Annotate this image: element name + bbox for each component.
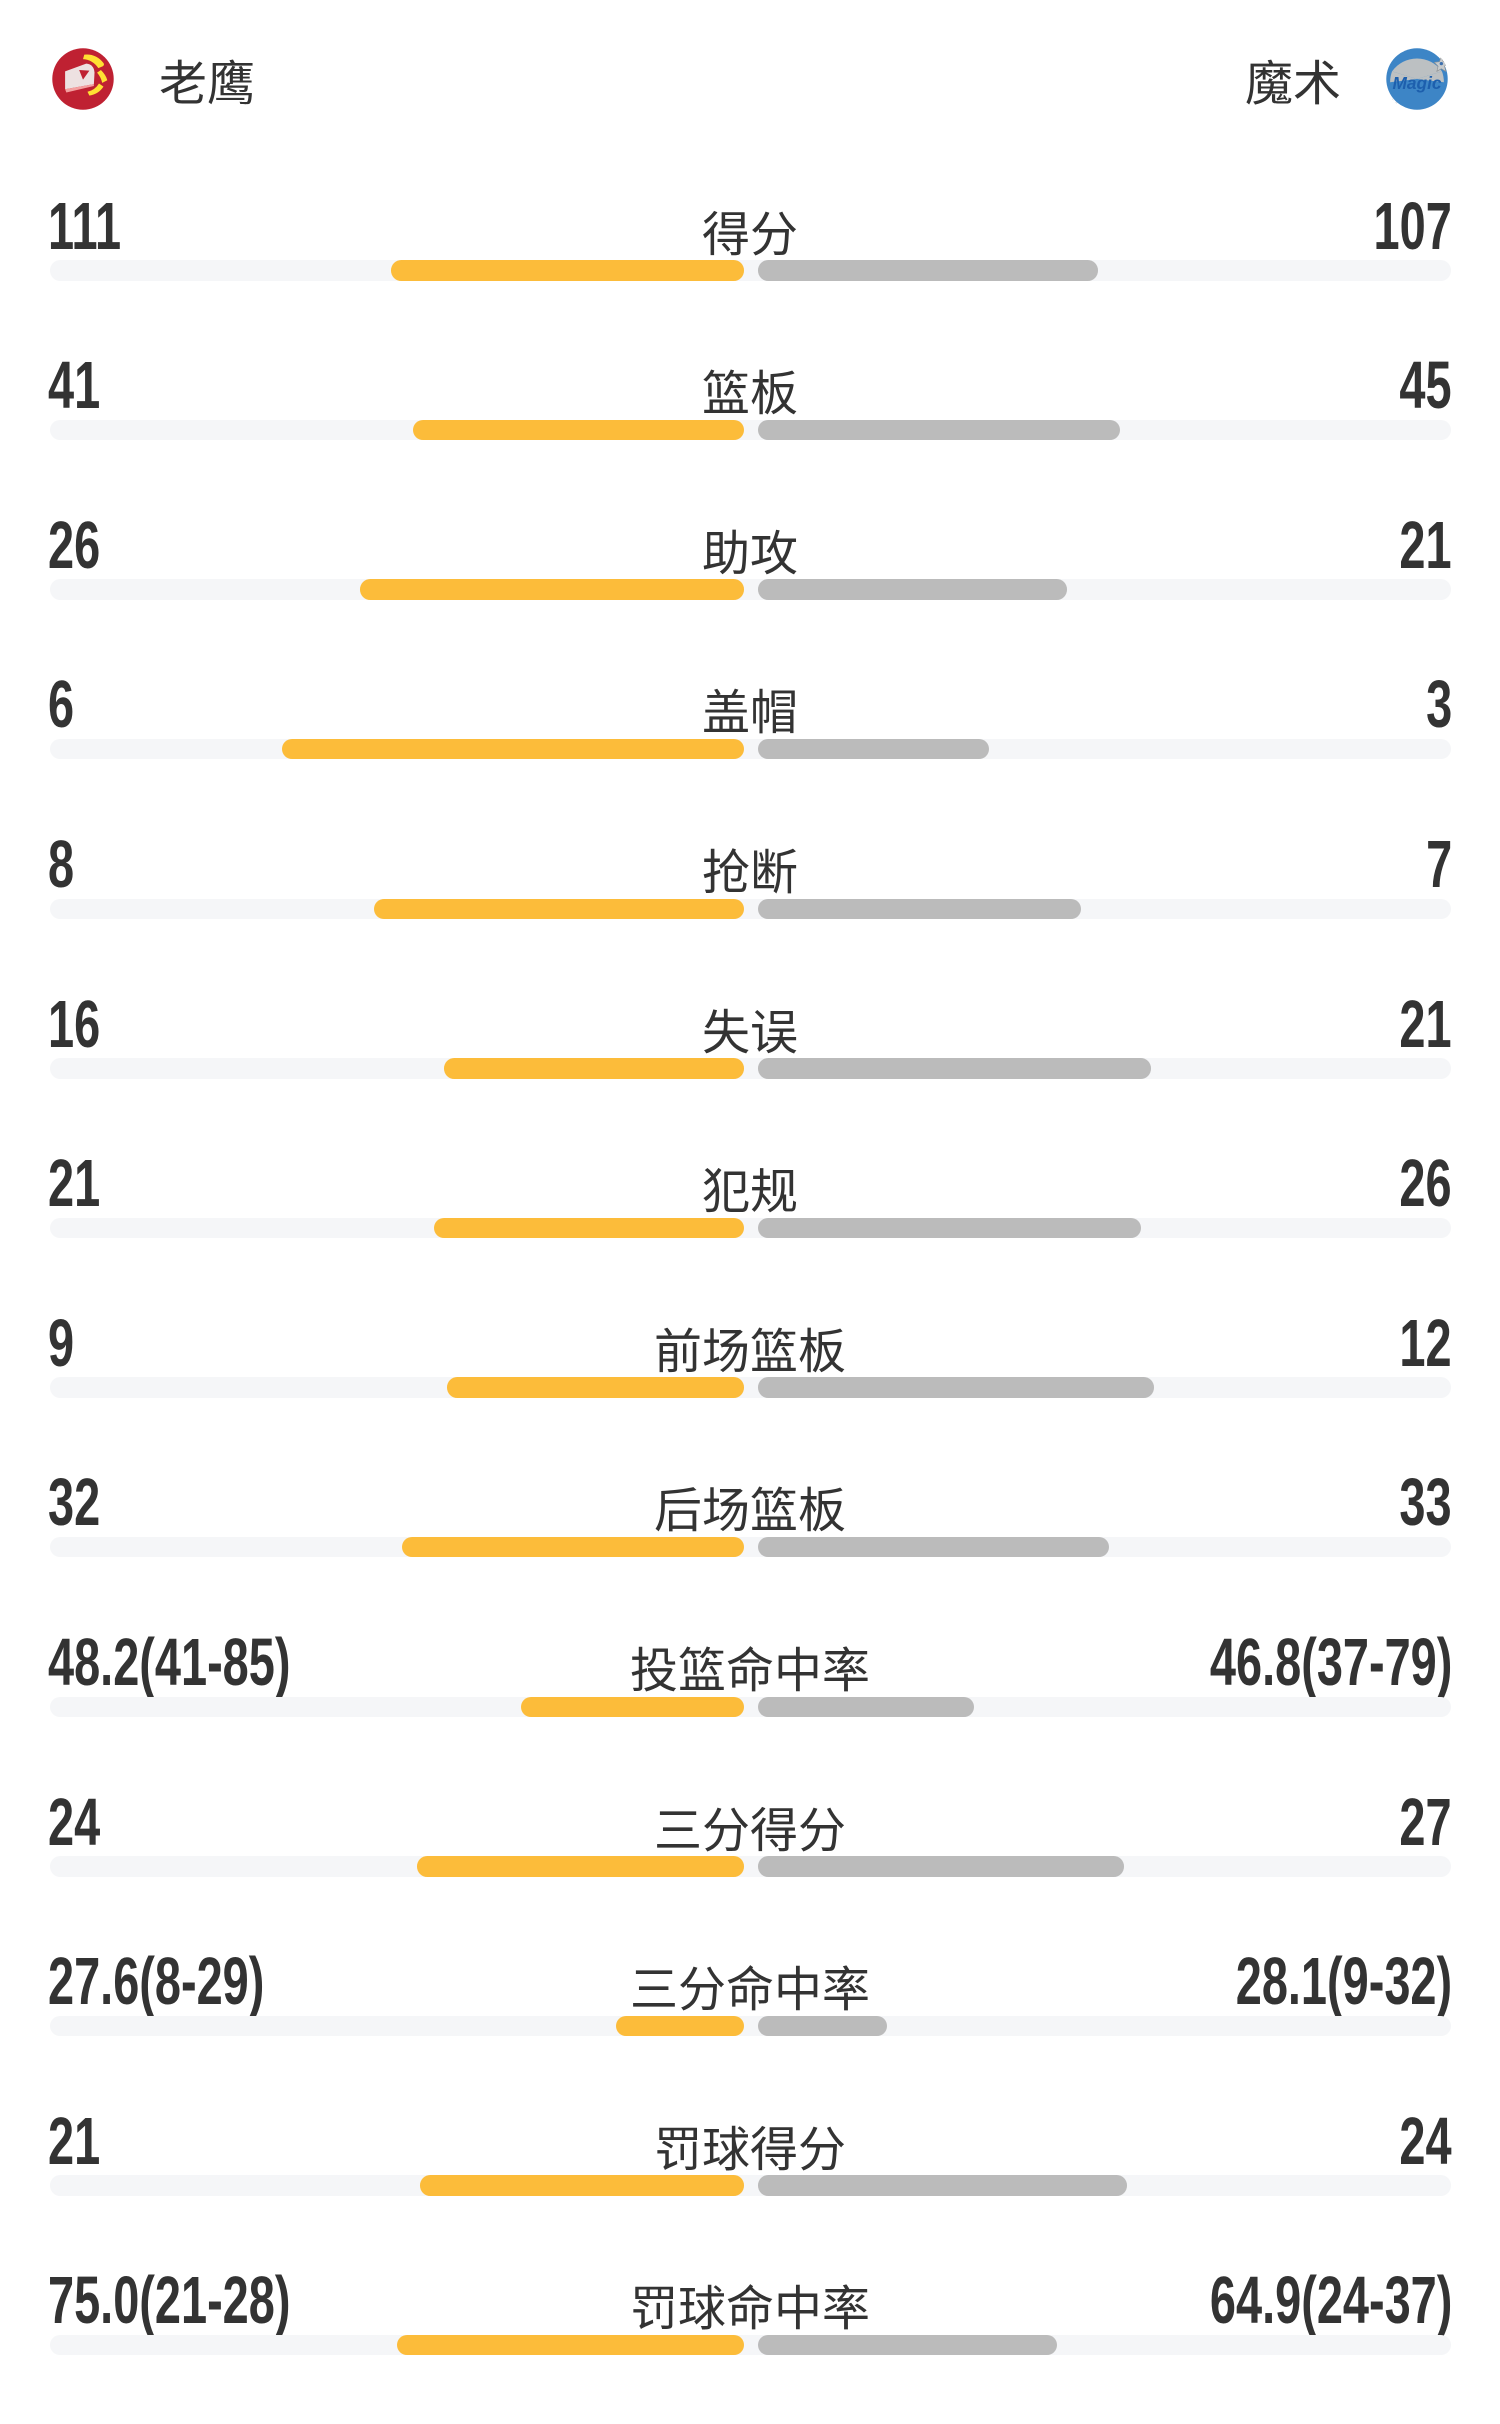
svg-text:Magic: Magic [1393, 73, 1442, 93]
